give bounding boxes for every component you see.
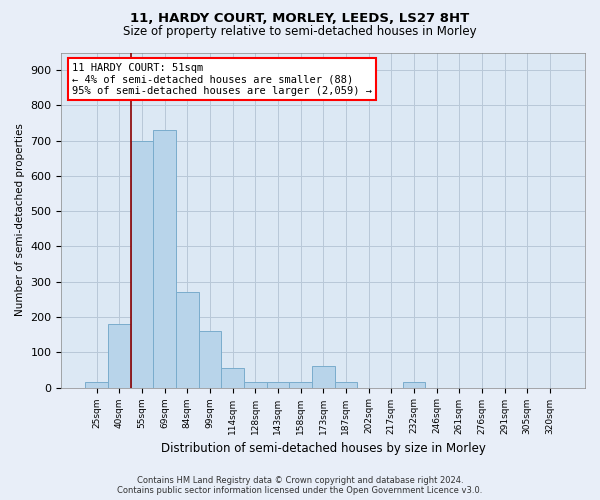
Bar [403, 382, 425, 388]
Bar [335, 382, 357, 388]
Bar [108, 324, 131, 388]
Bar [85, 382, 108, 388]
Bar [312, 366, 335, 388]
Text: Size of property relative to semi-detached houses in Morley: Size of property relative to semi-detach… [123, 25, 477, 38]
Text: 11, HARDY COURT, MORLEY, LEEDS, LS27 8HT: 11, HARDY COURT, MORLEY, LEEDS, LS27 8HT [130, 12, 470, 26]
Y-axis label: Number of semi-detached properties: Number of semi-detached properties [15, 124, 25, 316]
Bar [266, 382, 289, 388]
Bar [244, 382, 266, 388]
Bar [153, 130, 176, 388]
Bar [289, 382, 312, 388]
Bar [199, 331, 221, 388]
Bar [221, 368, 244, 388]
Text: Contains HM Land Registry data © Crown copyright and database right 2024.
Contai: Contains HM Land Registry data © Crown c… [118, 476, 482, 495]
X-axis label: Distribution of semi-detached houses by size in Morley: Distribution of semi-detached houses by … [161, 442, 485, 455]
Bar [176, 292, 199, 388]
Text: 11 HARDY COURT: 51sqm
← 4% of semi-detached houses are smaller (88)
95% of semi-: 11 HARDY COURT: 51sqm ← 4% of semi-detac… [72, 62, 372, 96]
Bar [131, 140, 153, 388]
